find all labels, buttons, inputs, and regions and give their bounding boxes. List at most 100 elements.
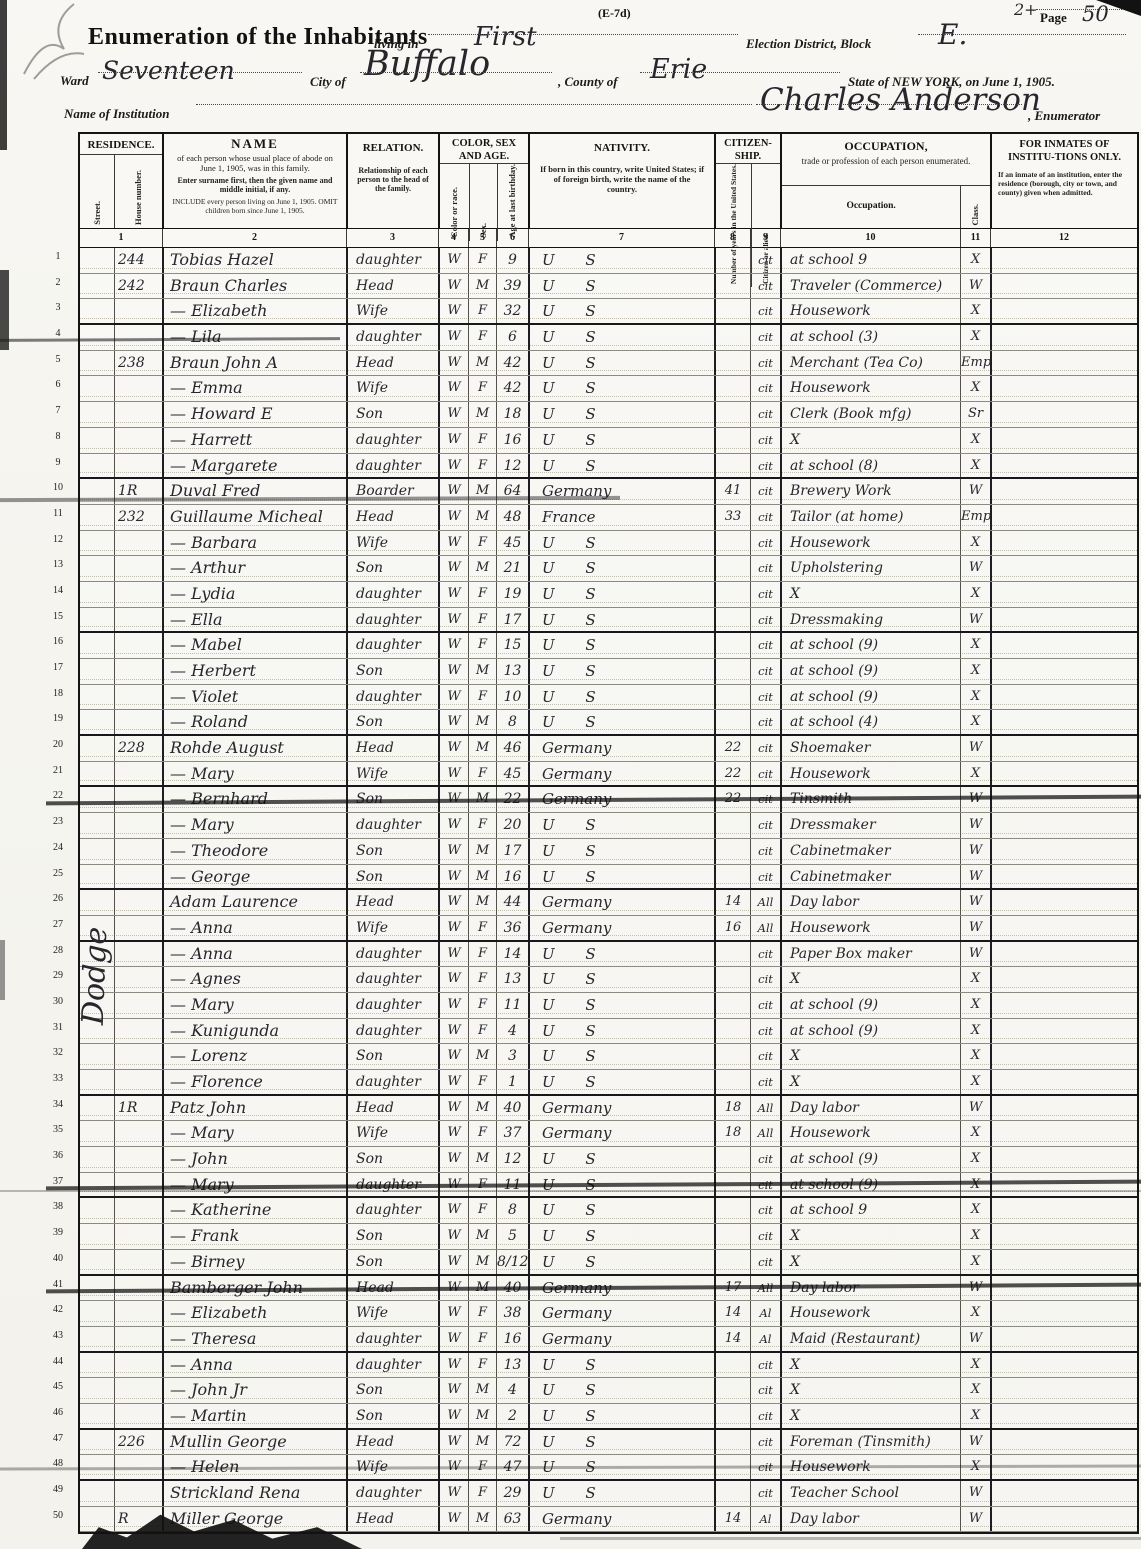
cell-nativity: U S <box>528 1147 714 1172</box>
cell-inmates <box>990 1224 1137 1249</box>
cell-street <box>80 736 114 761</box>
cell-nativity: U S <box>528 376 714 402</box>
cell-street <box>80 1404 114 1428</box>
cell-inmates <box>990 581 1137 607</box>
cell-name: Mullin George <box>162 1429 346 1455</box>
cell-years-in-us <box>714 1044 750 1069</box>
cell-sex: F <box>468 453 496 478</box>
cell-citizen-or-alien: cit <box>750 1198 780 1224</box>
cell-inmates <box>990 402 1137 427</box>
cell-occupation: Housework <box>780 1121 960 1147</box>
header-name: NAME of each person whose usual place of… <box>162 134 346 228</box>
row-number: 41 <box>53 1278 63 1290</box>
cell-sex: F <box>468 813 496 838</box>
cell-sex: M <box>468 787 496 813</box>
cell-age: 63 <box>496 1506 528 1532</box>
cell-street <box>80 1301 114 1326</box>
cell-house-number: 242 <box>114 273 162 299</box>
table-row: 228 Rohde August Head W M 46 Germany 22 … <box>80 736 1137 762</box>
cell-name: — Mary <box>162 992 346 1018</box>
cell-relation: Wife <box>346 1301 438 1326</box>
cell-years-in-us: 16 <box>714 915 750 940</box>
cell-age: 44 <box>496 890 528 915</box>
col-num-12: 12 <box>990 229 1137 247</box>
cell-relation: daughter <box>346 633 438 658</box>
cell-occupation: Housework <box>780 299 960 324</box>
cell-name: — Elizabeth <box>162 1301 346 1326</box>
cell-inmates <box>990 659 1137 684</box>
table-body: 244 Tobias Hazel daughter W F 9 U S cit … <box>80 248 1137 1533</box>
sex-column-label: Sex. <box>478 222 489 238</box>
cell-class: W <box>960 1326 990 1351</box>
cell-inmates <box>990 1121 1137 1147</box>
cell-class: X <box>960 1403 990 1428</box>
cell-name: — Mabel <box>162 633 346 658</box>
cell-relation: Head <box>346 1506 438 1532</box>
cell-relation: Wife <box>346 376 438 402</box>
row-number: 34 <box>53 1098 63 1110</box>
cell-nativity: U S <box>528 530 714 556</box>
cell-color: W <box>438 1044 468 1069</box>
cell-years-in-us <box>714 607 750 632</box>
col-num-7: 7 <box>528 229 714 247</box>
cell-house-number: 244 <box>114 248 162 273</box>
cell-house-number <box>114 1455 162 1479</box>
cell-age: 9 <box>496 248 528 273</box>
cell-street <box>80 454 114 478</box>
cell-years-in-us: 14 <box>714 1326 750 1351</box>
table-row: — Mary Wife W F 45 Germany 22 cit Housew… <box>80 761 1137 788</box>
table-row: — Ella daughter W F 17 U S cit Dressmaki… <box>80 607 1137 634</box>
row-number: 22 <box>53 790 63 802</box>
cell-age: 40 <box>496 1095 528 1121</box>
cell-nativity: Germany <box>528 1275 714 1301</box>
cell-years-in-us: 22 <box>714 787 750 813</box>
row-number: 30 <box>53 995 63 1007</box>
cell-sex: M <box>468 1147 496 1172</box>
cell-relation: daughter <box>346 427 438 453</box>
cell-color: W <box>438 838 468 864</box>
cell-relation: Wife <box>346 915 438 940</box>
cell-nativity: U S <box>528 967 714 992</box>
cell-citizen-or-alien: cit <box>750 813 780 838</box>
cell-color: W <box>438 736 468 761</box>
cell-nativity: U S <box>528 273 714 299</box>
table-row: — Emma Wife W F 42 U S cit Housework X <box>80 376 1137 403</box>
cell-nativity: U S <box>528 941 714 967</box>
cell-name: — Elizabeth <box>162 299 346 324</box>
cell-street <box>80 608 114 632</box>
cell-relation: daughter <box>346 967 438 992</box>
page-label: Page <box>1040 10 1067 25</box>
cell-age: 11 <box>496 1172 528 1197</box>
row-number: 19 <box>53 713 63 725</box>
cell-sex: M <box>468 1378 496 1403</box>
cell-color: W <box>438 1095 468 1121</box>
cell-nativity: U S <box>528 1224 714 1249</box>
cell-inmates <box>990 890 1137 915</box>
cell-citizen-or-alien: cit <box>750 325 780 350</box>
cell-class: W <box>960 556 990 581</box>
cell-citizen-or-alien: cit <box>750 1018 780 1044</box>
row-number: 29 <box>53 970 63 982</box>
table-row: — Martin Son W M 2 U S cit X X <box>80 1403 1137 1430</box>
cell-citizen-or-alien: cit <box>750 402 780 427</box>
cell-age: 13 <box>496 1352 528 1378</box>
row-number: 47 <box>53 1432 63 1444</box>
row-number: 32 <box>53 1047 63 1059</box>
cell-years-in-us: 18 <box>714 1095 750 1121</box>
cell-years-in-us <box>714 967 750 992</box>
table-row: — Elizabeth Wife W F 38 Germany 14 Al Ho… <box>80 1301 1137 1327</box>
cell-relation: Wife <box>346 1455 438 1479</box>
city-label: City of <box>310 74 346 89</box>
col-num-9: 9 <box>750 229 780 247</box>
cell-class: X <box>960 1172 990 1197</box>
cell-street <box>80 633 114 658</box>
cell-inmates <box>990 633 1137 658</box>
cell-occupation: Cabinetmaker <box>780 838 960 864</box>
cell-house-number: 1R <box>114 479 162 504</box>
page-number: 50 <box>1082 2 1109 26</box>
cell-house-number <box>114 1378 162 1403</box>
cell-name: — Theresa <box>162 1326 346 1351</box>
cell-occupation: at school (9) <box>780 684 960 710</box>
cell-years-in-us <box>714 299 750 324</box>
cell-street <box>80 1224 114 1249</box>
